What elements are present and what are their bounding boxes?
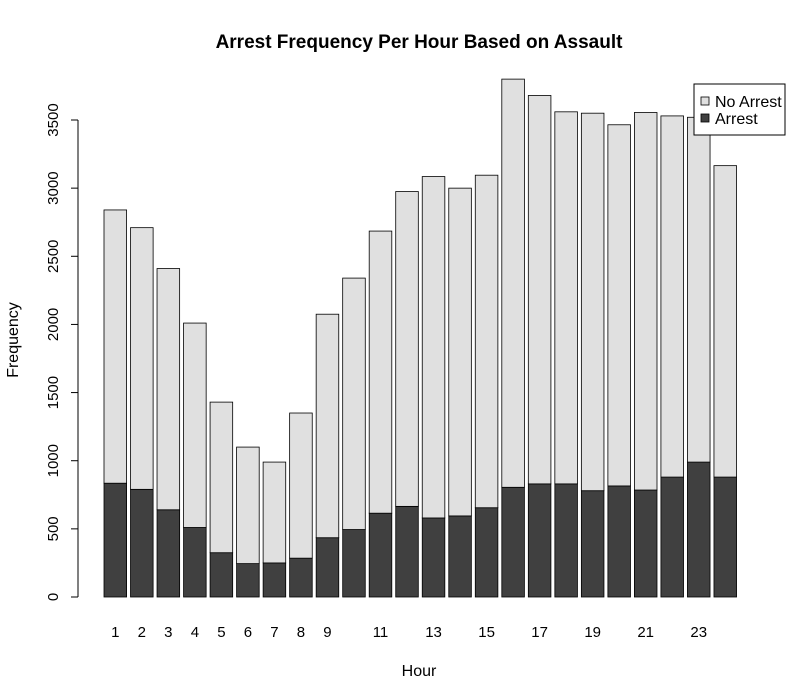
- bar-no-arrest-hour-10: [342, 277, 366, 530]
- bar-no-arrest-hour-8: [289, 412, 313, 559]
- bar-no-arrest-hour-2: [130, 227, 154, 490]
- bar-no-arrest-hour-3: [156, 268, 181, 511]
- x-tick-label: 13: [425, 624, 442, 641]
- y-tick-label: 1000: [45, 444, 62, 477]
- bar-arrest-hour-8: [289, 557, 313, 598]
- x-tick-label: 23: [690, 624, 707, 641]
- bar-arrest-hour-22: [660, 476, 684, 598]
- bar-arrest-hour-1: [103, 482, 128, 598]
- bar-no-arrest-hour-15: [474, 174, 499, 509]
- legend: No Arrest Arrest: [693, 83, 786, 136]
- bar-arrest-hour-19: [580, 490, 605, 598]
- legend-swatch-arrest: [700, 113, 710, 123]
- bar-arrest-hour-20: [607, 485, 631, 598]
- y-tick-label: 2500: [45, 240, 62, 273]
- bar-no-arrest-hour-13: [421, 176, 446, 519]
- bars-group: [103, 78, 737, 598]
- bar-no-arrest-hour-23: [687, 116, 711, 463]
- y-tick-label: 2000: [45, 308, 62, 341]
- bar-no-arrest-hour-18: [554, 111, 578, 485]
- y-tick-label: 3000: [45, 171, 62, 204]
- x-tick-label: 4: [191, 624, 199, 641]
- y-tick-label: 3500: [45, 103, 62, 136]
- bar-arrest-hour-5: [209, 552, 234, 598]
- bar-arrest-hour-24: [713, 476, 737, 598]
- bar-no-arrest-hour-6: [236, 446, 260, 565]
- x-tick-label: 19: [584, 624, 601, 641]
- y-tick-label: 500: [45, 516, 62, 541]
- bar-no-arrest-hour-22: [660, 115, 684, 478]
- bar-no-arrest-hour-14: [448, 187, 472, 517]
- legend-label-arrest: Arrest: [715, 111, 758, 128]
- bar-no-arrest-hour-11: [368, 230, 393, 514]
- bar-no-arrest-hour-12: [395, 191, 419, 507]
- bar-arrest-hour-21: [634, 489, 658, 598]
- bar-arrest-hour-16: [501, 486, 525, 598]
- bar-no-arrest-hour-5: [209, 401, 234, 554]
- bar-no-arrest-hour-9: [315, 313, 340, 539]
- x-tick-label: 17: [531, 624, 548, 641]
- bar-arrest-hour-10: [342, 529, 366, 598]
- bar-arrest-hour-23: [687, 461, 711, 598]
- bar-no-arrest-hour-19: [580, 112, 605, 492]
- bar-arrest-hour-4: [183, 527, 207, 598]
- bar-no-arrest-hour-21: [634, 112, 658, 491]
- x-tick-label: 2: [138, 624, 146, 641]
- bar-arrest-hour-7: [262, 562, 287, 598]
- legend-swatch-no-arrest: [700, 96, 710, 106]
- x-tick-label: 6: [244, 624, 252, 641]
- bar-arrest-hour-12: [395, 505, 419, 598]
- x-axis-label: Hour: [402, 663, 437, 680]
- x-tick-label: 3: [164, 624, 172, 641]
- y-axis-label: Frequency: [5, 302, 22, 378]
- bar-no-arrest-hour-7: [262, 461, 287, 564]
- x-tick-label: 1: [111, 624, 119, 641]
- y-tick-label: 0: [45, 593, 62, 601]
- bar-arrest-hour-6: [236, 563, 260, 598]
- chart-title: Arrest Frequency Per Hour Based on Assau…: [216, 32, 624, 53]
- bar-arrest-hour-15: [474, 507, 499, 598]
- bar-no-arrest-hour-1: [103, 209, 128, 484]
- x-tick-label: 5: [217, 624, 225, 641]
- x-tick-label: 8: [297, 624, 305, 641]
- bar-arrest-hour-13: [421, 517, 446, 598]
- x-tick-label: 11: [373, 624, 389, 641]
- x-tick-label: 9: [323, 624, 331, 641]
- x-axis-tick-labels: 1 2 3 4 5 6 7 8 9 11 13 15 17 19 21 23: [111, 624, 707, 641]
- bar-arrest-hour-18: [554, 483, 578, 598]
- y-axis: 0 500 1000 1500 2000 2500 3000 3500: [45, 103, 79, 601]
- bar-arrest-hour-14: [448, 515, 472, 598]
- bar-no-arrest-hour-16: [501, 78, 525, 488]
- x-tick-label: 21: [637, 624, 654, 641]
- bar-arrest-hour-9: [315, 537, 340, 598]
- bar-arrest-hour-3: [156, 509, 181, 598]
- x-tick-label: 7: [270, 624, 278, 641]
- bar-no-arrest-hour-17: [527, 95, 552, 485]
- y-tick-label: 1500: [45, 376, 62, 409]
- bar-no-arrest-hour-24: [713, 165, 737, 478]
- bar-no-arrest-hour-20: [607, 124, 631, 487]
- bar-arrest-hour-2: [130, 488, 154, 598]
- bar-no-arrest-hour-4: [183, 322, 207, 528]
- bar-arrest-hour-17: [527, 483, 552, 598]
- legend-box: [693, 83, 786, 136]
- legend-label-no-arrest: No Arrest: [715, 94, 782, 111]
- x-tick-label: 15: [478, 624, 495, 641]
- bar-arrest-hour-11: [368, 512, 393, 598]
